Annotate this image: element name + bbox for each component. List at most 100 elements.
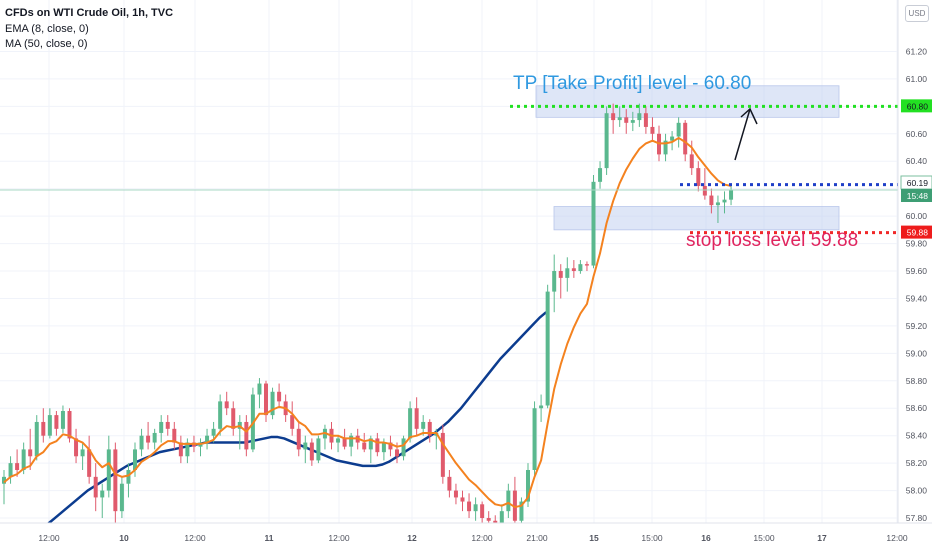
price-tick-label: 61.00 <box>906 74 928 84</box>
candle <box>100 483 105 519</box>
candle <box>565 257 570 292</box>
ema-legend-item[interactable]: EMA (8, close, 0) <box>5 22 89 35</box>
candle-body <box>165 421 170 429</box>
candle-body <box>277 391 282 402</box>
candle-body <box>218 401 223 429</box>
candle <box>159 415 164 443</box>
candle-body <box>290 415 295 429</box>
candle-body <box>21 449 26 470</box>
candle-body <box>309 442 314 461</box>
price-tick-label: 58.40 <box>906 431 928 441</box>
candle-body <box>139 435 144 450</box>
candle-body <box>702 185 707 196</box>
price-zones <box>535 85 840 231</box>
candle <box>113 442 118 525</box>
candle <box>663 133 668 162</box>
candle-body <box>87 449 92 477</box>
candle-body <box>643 113 648 127</box>
candle <box>80 442 85 470</box>
candle-body <box>571 268 576 272</box>
candle <box>388 435 393 457</box>
price-label-stop-loss <box>901 225 932 239</box>
time-tick-label: 11 <box>265 533 274 543</box>
candle-body <box>34 421 39 457</box>
candle <box>512 476 517 529</box>
candle <box>362 432 367 453</box>
candle-body <box>460 497 465 502</box>
candle-body <box>598 168 603 182</box>
candle <box>28 428 33 470</box>
candle-body <box>54 415 59 429</box>
candle-body <box>316 438 321 461</box>
candle-body <box>205 435 210 443</box>
candle <box>54 410 59 436</box>
candle-body <box>578 264 583 272</box>
ma-legend-item[interactable]: MA (50, close, 0) <box>5 38 88 50</box>
candle <box>408 401 413 443</box>
candle <box>545 284 550 409</box>
candle-body <box>224 401 229 409</box>
level-lines <box>0 104 898 235</box>
candle-body <box>362 442 367 450</box>
candle <box>670 131 675 151</box>
time-axis[interactable]: 12:00 10 12:00 11 12:00 12 12:00 21:00 15 15:00 16… <box>0 522 932 550</box>
candle-body <box>67 410 72 439</box>
time-tick-label: 12:00 <box>328 533 350 543</box>
candle-body <box>545 291 550 406</box>
candle-body <box>630 120 635 123</box>
candle-body <box>28 449 33 457</box>
currency-button[interactable]: USD <box>905 5 929 22</box>
entry-zone <box>553 206 840 231</box>
candle <box>558 264 563 299</box>
candle <box>702 168 707 200</box>
candle <box>460 490 465 512</box>
candle-body <box>211 428 216 436</box>
price-axis[interactable]: 61.2061.0060.8060.6060.4060.2060.0059.80… <box>897 0 932 550</box>
candle-body <box>408 408 413 439</box>
candle-body <box>414 408 419 429</box>
candle <box>309 438 314 466</box>
candle <box>185 438 190 464</box>
candle <box>296 421 301 457</box>
candle <box>591 174 596 269</box>
candle-body <box>296 428 301 450</box>
chart-legend: CFDs on WTI Crude Oil, 1h, TVC EMA (8, c… <box>5 6 173 53</box>
time-tick-label: 16 <box>701 533 711 543</box>
arrow-shaft <box>734 108 751 161</box>
candle <box>146 421 151 450</box>
candle <box>172 421 177 450</box>
candle <box>322 424 327 450</box>
candle <box>257 378 262 409</box>
candle <box>637 103 642 127</box>
candle-body <box>539 405 544 409</box>
time-tick-label: 15:00 <box>641 533 663 543</box>
candle <box>290 401 295 436</box>
candle <box>205 428 210 450</box>
candle <box>106 435 111 498</box>
candle <box>539 394 544 422</box>
candle <box>303 435 308 464</box>
candle-body <box>41 421 46 436</box>
candle <box>453 483 458 505</box>
symbol-title[interactable]: CFDs on WTI Crude Oil, 1h, TVC <box>5 7 174 19</box>
time-tick-label: 17 <box>817 533 827 543</box>
candle-body <box>159 421 164 433</box>
candle <box>617 106 622 127</box>
candle-body <box>722 199 727 203</box>
time-axis-bg <box>0 523 932 550</box>
candle <box>578 260 583 274</box>
candle-body <box>427 421 432 436</box>
candle <box>349 432 354 457</box>
candle-body <box>499 511 504 525</box>
take-profit-zone <box>535 85 840 118</box>
candle <box>584 261 589 272</box>
candle <box>401 435 406 461</box>
candle-body <box>689 154 694 169</box>
candle <box>519 497 524 525</box>
candle-body <box>106 449 111 491</box>
price-tick-label: 60.60 <box>906 129 928 139</box>
time-tick-label: 15:00 <box>753 533 775 543</box>
candle-body <box>512 490 517 521</box>
candle-body <box>349 435 354 447</box>
